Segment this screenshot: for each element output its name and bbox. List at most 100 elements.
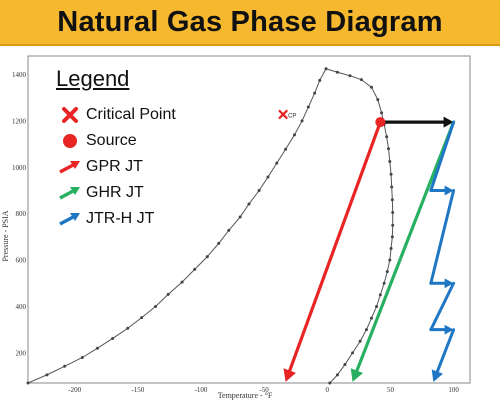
envelope-point [328,381,332,385]
legend-label-critical-point: Critical Point [86,106,176,123]
legend-item-source: Source [58,130,137,152]
envelope-point [257,189,261,193]
envelope-point [266,175,270,179]
envelope-point [369,85,373,89]
envelope-point [227,228,231,232]
envelope-point [388,160,392,164]
gpr-jt-arrow-head [283,368,296,382]
envelope-point [140,316,144,320]
red-dot-icon [58,130,82,152]
envelope-point [247,202,251,206]
critical-point-marker [278,109,288,120]
jtr-h-jt-arrow-head [431,369,443,382]
envelope-point [275,161,279,165]
critical-point-label: CP [288,113,296,119]
envelope-point [111,336,115,340]
title-banner: Natural Gas Phase Diagram [0,0,500,46]
source-marker [375,117,386,128]
envelope-point [193,267,197,271]
envelope-point [63,364,67,368]
envelope-point [335,70,339,74]
envelope-point [391,223,395,227]
y-tick-label: 800 [16,210,27,218]
envelope-point [343,362,347,366]
x-tick-label: -150 [131,386,144,394]
legend-label-gpr-jt: GPR JT [86,158,143,175]
envelope-point [390,185,394,189]
envelope-point [300,119,304,123]
jtr-h-jt-arrow-segment [429,189,456,285]
jtr-h-jt-arrow-segment [434,328,456,377]
green-arrow-icon [58,182,82,204]
legend-label-source: Source [86,132,137,149]
legend-title: Legend [56,66,130,91]
envelope-point [306,105,310,109]
legend: Legend Critical Point Source GPR JT GHR … [48,60,188,240]
envelope-point [380,111,384,115]
phase-envelope-line [27,68,394,384]
y-tick-label: 400 [16,303,27,311]
envelope-point [166,292,170,296]
envelope-point [95,346,99,350]
envelope-point [324,67,328,71]
envelope-point [385,135,389,139]
y-tick-label: 200 [16,349,27,357]
flow-arrows [283,116,456,382]
y-tick-label: 600 [16,257,27,265]
envelope-point [335,373,339,377]
x-axis-label: Temperature - °F [218,391,273,400]
legend-label-jtr-h-jt: JTR-H JT [86,210,155,227]
envelope-point [180,280,184,284]
legend-item-jtr-h-jt: JTR-H JT [58,208,154,230]
y-tick-label: 1000 [12,164,27,172]
envelope-point [364,328,368,332]
envelope-point [385,270,389,274]
envelope-point [390,198,394,202]
envelope-point [80,355,84,359]
jtr-h-jt-arrow-head [444,185,454,196]
envelope-point [318,78,322,82]
envelope-point [390,235,394,239]
phase-envelope [26,67,395,385]
envelope-point [382,281,386,285]
jtr-h-jt-arrow-segment [429,120,456,193]
envelope-point [238,215,242,219]
x-tick-label: 0 [326,386,330,394]
x-mark-icon [58,104,82,126]
envelope-point [313,91,317,95]
ghr-jt-arrow-head [350,368,364,382]
legend-item-ghr-jt: GHR JT [58,182,144,204]
envelope-point [45,373,49,377]
envelope-point [359,78,363,82]
envelope-point [348,74,352,78]
x-tick-label: -200 [68,386,81,394]
x-tick-label: 100 [448,386,459,394]
horizontal-arrow-head [443,116,454,128]
x-tick-label: -100 [195,386,208,394]
envelope-point [292,133,296,137]
jtr-h-jt-arrow-segment [429,281,456,332]
envelope-point [217,241,221,245]
y-tick-label: 1400 [12,71,27,79]
ghr-jt-arrow-line [354,120,456,375]
y-tick-label: 1200 [12,117,27,125]
envelope-point [126,326,130,330]
legend-label-ghr-jt: GHR JT [86,184,144,201]
envelope-point [358,339,362,343]
envelope-point [376,98,380,102]
blue-arrow-icon [58,208,82,230]
red-arrow-icon [58,156,82,178]
tick-labels: -200 -150 -100 -50 0 50 100 200 400 600 800 1000 120… [12,71,459,394]
x-tick-label: -50 [259,386,269,394]
gpr-jt-arrow-line [287,120,382,375]
envelope-point [351,351,355,355]
envelope-point [391,211,395,215]
envelope-point [154,304,158,308]
jtr-h-jt-arrow-head [444,324,454,335]
envelope-point [388,258,392,262]
envelope-point [284,147,288,151]
envelope-point [369,316,373,320]
envelope-point [389,246,393,250]
envelope-point [375,304,379,308]
envelope-point [389,172,393,176]
